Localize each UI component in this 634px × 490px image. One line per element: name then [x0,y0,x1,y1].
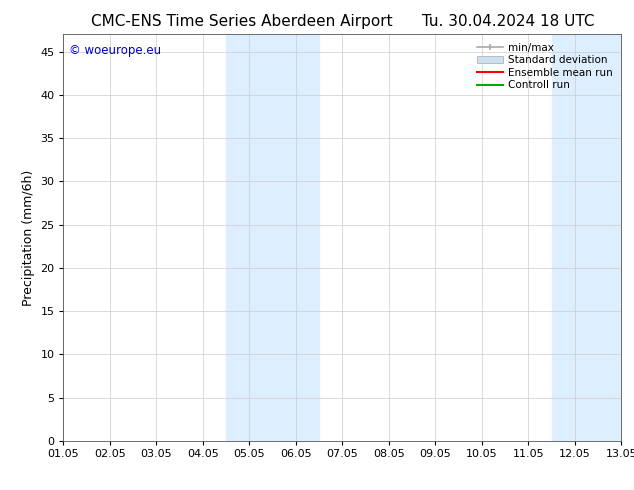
Bar [552,34,634,441]
Bar [226,34,319,441]
Text: © woeurope.eu: © woeurope.eu [69,45,161,57]
Title: CMC-ENS Time Series Aberdeen Airport      Tu. 30.04.2024 18 UTC: CMC-ENS Time Series Aberdeen Airport Tu.… [91,14,594,29]
Legend: min/max, Standard deviation, Ensemble mean run, Controll run: min/max, Standard deviation, Ensemble me… [474,40,616,94]
Y-axis label: Precipitation (mm/6h): Precipitation (mm/6h) [22,170,35,306]
